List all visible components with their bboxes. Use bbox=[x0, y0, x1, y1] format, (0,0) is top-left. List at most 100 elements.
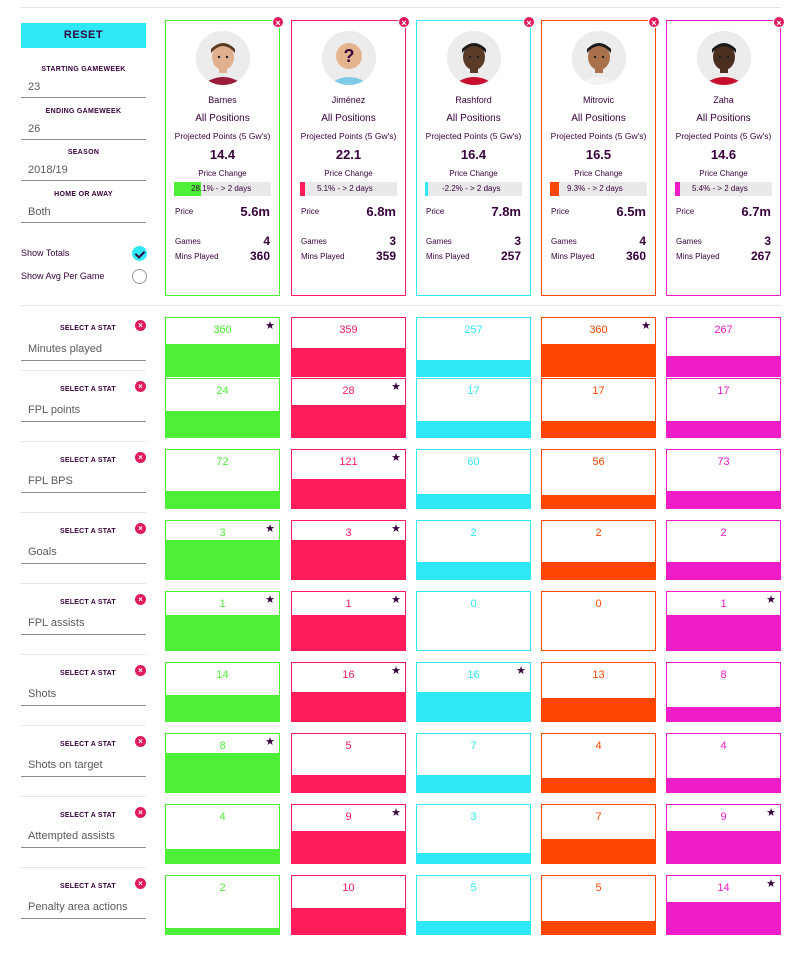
stat-select-field[interactable]: FPL assists bbox=[21, 615, 146, 635]
select-stat-label: SELECT A STAT bbox=[60, 670, 116, 677]
stat-bar-fill bbox=[417, 853, 530, 863]
divider bbox=[21, 370, 146, 371]
price-label: Price bbox=[676, 207, 695, 216]
show-avg-option[interactable]: Show Avg Per Game bbox=[21, 269, 147, 285]
stat-select-field[interactable]: FPL points bbox=[21, 402, 146, 422]
price-change-text: 28.1% - > 2 days bbox=[191, 184, 252, 193]
stat-bar-fill bbox=[542, 838, 655, 863]
stat-select-field[interactable]: Penalty area actions bbox=[21, 899, 146, 919]
stat-bar-fill bbox=[542, 420, 655, 437]
best-star-icon: ★ bbox=[265, 736, 275, 748]
player-card: × Mitrovic All Positions Projected Points (… bbox=[541, 16, 660, 296]
reset-button[interactable]: RESET bbox=[21, 23, 146, 48]
stat-value: 13 bbox=[592, 669, 605, 681]
remove-player-button[interactable]: × bbox=[773, 16, 785, 28]
ending-gameweek-label: ENDING GAMEWEEK bbox=[45, 108, 122, 115]
stat-bar-fill bbox=[667, 490, 780, 508]
best-star-icon: ★ bbox=[265, 594, 275, 606]
stat-bar-fill bbox=[292, 479, 405, 508]
stat-value: 73 bbox=[717, 456, 730, 468]
stat-value: 72 bbox=[216, 456, 229, 468]
remove-player-button[interactable]: × bbox=[648, 16, 660, 28]
stat-select-field[interactable]: Goals bbox=[21, 544, 146, 564]
remove-stat-button[interactable]: × bbox=[135, 452, 146, 463]
stat-cell: 2 bbox=[165, 875, 280, 935]
player-card: ? × Jiménez All Positions Projected Points (… bbox=[291, 16, 410, 296]
stat-bar-fill bbox=[542, 921, 655, 934]
select-stat-label: SELECT A STAT bbox=[60, 325, 116, 332]
stat-bar-fill bbox=[542, 697, 655, 721]
best-star-icon: ★ bbox=[766, 807, 776, 819]
stat-bar-fill bbox=[542, 561, 655, 579]
stat-value: 9 bbox=[345, 811, 352, 823]
divider bbox=[21, 305, 781, 306]
show-totals-radio[interactable] bbox=[132, 246, 147, 261]
stat-select-field[interactable]: FPL BPS bbox=[21, 473, 146, 493]
home-away-field[interactable]: Both bbox=[21, 203, 146, 223]
projected-points-value: 16.4 bbox=[460, 147, 487, 162]
stat-value: 14 bbox=[216, 669, 229, 681]
stat-cell: 17 bbox=[416, 378, 531, 438]
starting-gameweek-field[interactable]: 23 bbox=[21, 78, 146, 98]
projected-points-label: Projected Points (5 Gw's) bbox=[425, 131, 522, 141]
stat-cell: 16 ★ bbox=[291, 662, 406, 722]
remove-stat-button[interactable]: × bbox=[135, 665, 146, 676]
price-label: Price bbox=[175, 207, 194, 216]
remove-stat-button[interactable]: × bbox=[135, 523, 146, 534]
best-star-icon: ★ bbox=[265, 523, 275, 535]
projected-points-label: Projected Points (5 Gw's) bbox=[675, 131, 772, 141]
show-avg-radio[interactable] bbox=[132, 269, 147, 284]
stat-cell: 73 bbox=[666, 449, 781, 509]
season-label: SEASON bbox=[67, 149, 100, 156]
stat-select-field[interactable]: Shots bbox=[21, 686, 146, 706]
projected-points-value: 14.6 bbox=[710, 147, 737, 162]
player-card: × Rashford All Positions Projected Points (… bbox=[416, 16, 535, 296]
stat-cell: 60 bbox=[416, 449, 531, 509]
stat-row: SELECT A STAT × Goals 3 ★ 3 ★ 2 2 2 bbox=[0, 520, 800, 580]
remove-stat-button[interactable]: × bbox=[135, 878, 146, 889]
stat-cell: 121 ★ bbox=[291, 449, 406, 509]
divider bbox=[21, 512, 146, 513]
remove-stat-button[interactable]: × bbox=[135, 807, 146, 818]
remove-player-button[interactable]: × bbox=[523, 16, 535, 28]
stat-bar-fill bbox=[292, 348, 405, 376]
select-stat-label: SELECT A STAT bbox=[60, 599, 116, 606]
remove-stat-button[interactable]: × bbox=[135, 736, 146, 747]
stat-value: 4 bbox=[720, 740, 727, 752]
remove-player-button[interactable]: × bbox=[398, 16, 410, 28]
stat-value: 7 bbox=[470, 740, 477, 752]
stat-cell: 3 ★ bbox=[165, 520, 280, 580]
stat-bar-fill bbox=[417, 359, 530, 376]
remove-stat-button[interactable]: × bbox=[135, 381, 146, 392]
stat-bar-fill bbox=[417, 493, 530, 508]
best-star-icon: ★ bbox=[391, 381, 401, 393]
stat-value: 267 bbox=[714, 324, 733, 336]
select-stat-label: SELECT A STAT bbox=[60, 741, 116, 748]
stat-cell: 8 ★ bbox=[165, 733, 280, 793]
stat-bar-fill bbox=[166, 848, 279, 863]
mins-played-value: 267 bbox=[750, 249, 771, 263]
remove-stat-button[interactable]: × bbox=[135, 320, 146, 331]
price-label: Price bbox=[551, 207, 570, 216]
stat-bar-fill bbox=[417, 774, 530, 792]
stat-cell: 10 bbox=[291, 875, 406, 935]
season-field[interactable]: 2018/19 bbox=[21, 161, 146, 181]
svg-text:?: ? bbox=[344, 46, 355, 66]
stat-cell: 1 ★ bbox=[291, 591, 406, 651]
stat-select-field[interactable]: Minutes played bbox=[21, 341, 146, 361]
projected-points-value: 22.1 bbox=[335, 147, 362, 162]
player-avatar-icon bbox=[196, 31, 250, 85]
price-change-label: Price Change bbox=[574, 169, 623, 178]
stat-cell: 17 bbox=[666, 378, 781, 438]
remove-stat-button[interactable]: × bbox=[135, 594, 146, 605]
show-totals-option[interactable]: Show Totals bbox=[21, 246, 147, 262]
stat-select-field[interactable]: Attempted assists bbox=[21, 828, 146, 848]
ending-gameweek-field[interactable]: 26 bbox=[21, 120, 146, 140]
remove-player-button[interactable]: × bbox=[272, 16, 284, 28]
stat-select-field[interactable]: Shots on target bbox=[21, 757, 146, 777]
price-change-fill bbox=[174, 182, 202, 196]
stat-cell: 4 bbox=[165, 804, 280, 864]
stat-value: 360 bbox=[213, 324, 232, 336]
home-away-label: HOME OR AWAY bbox=[54, 191, 113, 198]
stat-bar-fill bbox=[166, 344, 279, 376]
